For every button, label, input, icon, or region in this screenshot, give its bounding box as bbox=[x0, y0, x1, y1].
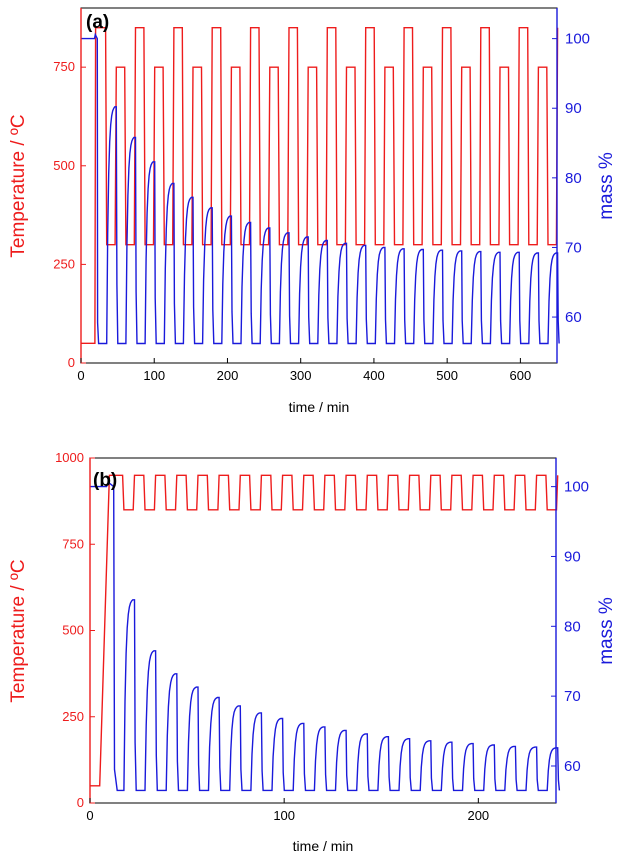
panel-b-mass-series bbox=[90, 481, 561, 792]
panel-b-y-right-tick-label: 100 bbox=[564, 479, 589, 496]
panel-b-mass-line bbox=[90, 481, 561, 792]
panel-a-ylabel-left: Temperature / ºC bbox=[8, 114, 29, 257]
panel-b-y-right-tick-label: 80 bbox=[564, 618, 581, 635]
panel-a-mass-line bbox=[81, 32, 560, 345]
panel-a-letter: (a) bbox=[86, 12, 109, 33]
panel-a-x-tick-label: 0 bbox=[77, 368, 84, 383]
panel-a-y-left-tick-label: 0 bbox=[68, 355, 75, 370]
panel-b-y-left-tick-label: 1000 bbox=[55, 450, 84, 465]
panel-b-ticks: 0 100 200 0 250 500 750 1000 60 70 80 90 100 bbox=[55, 450, 589, 823]
panel-b-temperature-line bbox=[90, 474, 559, 787]
panel-a-ylabel-right: mass % bbox=[596, 152, 617, 220]
panel-b-ylabel-left: Temperature / ºC bbox=[8, 559, 29, 702]
panel-a-y-right-tick-label: 100 bbox=[565, 31, 590, 48]
panel-a-x-tick-label: 300 bbox=[290, 368, 312, 383]
panel-a-x-tick-label: 100 bbox=[143, 368, 165, 383]
panel-b-letter: (b) bbox=[93, 470, 117, 491]
panel-a-mass-series bbox=[81, 32, 560, 345]
panel-a-y-right-tick-label: 60 bbox=[565, 309, 582, 326]
panel-a-y-right-tick-label: 80 bbox=[565, 170, 582, 187]
panel-b-xlabel: time / min bbox=[293, 838, 354, 854]
panel-a-x-tick-label: 600 bbox=[510, 368, 532, 383]
panel-b-y-left-tick-label: 750 bbox=[62, 536, 84, 551]
panel-a-y-left-tick-label: 250 bbox=[53, 256, 75, 271]
panel-a-ticks: 0 100 200 300 400 500 600 0 250 500 750 60 70 80 90 100 bbox=[53, 31, 590, 383]
panel-b-y-left-tick-label: 250 bbox=[62, 709, 84, 724]
panel-a-x-tick-label: 400 bbox=[363, 368, 385, 383]
panel-b-y-right-tick-label: 90 bbox=[564, 548, 581, 565]
panel-a-xlabel: time / min bbox=[289, 399, 350, 415]
panel-a-x-tick-label: 500 bbox=[436, 368, 458, 383]
panel-b-y-left-tick-label: 0 bbox=[77, 795, 84, 810]
panel-b-x-tick-label: 0 bbox=[86, 808, 93, 823]
panel-b-temperature-series bbox=[90, 474, 559, 787]
panel-a-x-tick-label: 200 bbox=[217, 368, 239, 383]
panel-a-y-right-tick-label: 70 bbox=[565, 239, 582, 256]
panel-b-y-right-tick-label: 60 bbox=[564, 758, 581, 775]
panel-b-x-tick-label: 200 bbox=[467, 808, 489, 823]
panel-a-y-right-tick-label: 90 bbox=[565, 100, 582, 117]
panel-b-x-tick-label: 100 bbox=[273, 808, 295, 823]
panel-b-ylabel-right: mass % bbox=[596, 597, 617, 665]
panel-a: 0 100 200 300 400 500 600 0 250 500 750 60 70 80 90 100… bbox=[8, 7, 617, 415]
panel-b: 0 100 200 0 250 500 750 1000 60 70 80 90 100 (b) Tem… bbox=[8, 450, 617, 854]
panel-a-y-left-tick-label: 500 bbox=[53, 158, 75, 173]
panel-b-y-right-tick-label: 70 bbox=[564, 688, 581, 705]
panel-a-y-left-tick-label: 750 bbox=[53, 59, 75, 74]
panel-b-y-left-tick-label: 500 bbox=[62, 623, 84, 638]
